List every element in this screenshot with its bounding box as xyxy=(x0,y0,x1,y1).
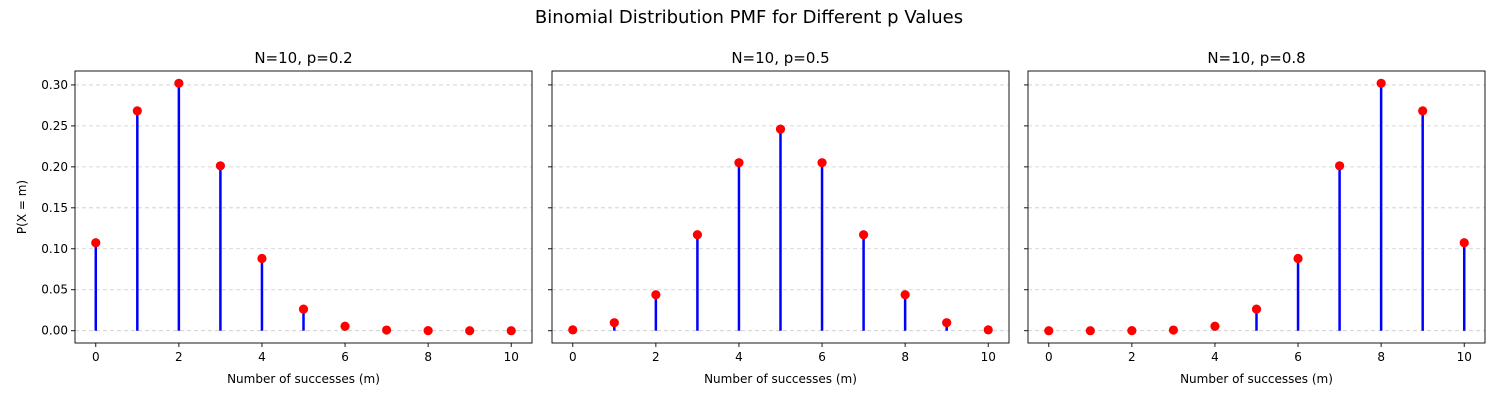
stem-marker xyxy=(423,326,433,336)
axes-frame xyxy=(1027,70,1486,344)
stem-marker xyxy=(298,304,309,314)
stem-marker xyxy=(381,325,392,335)
stem-marker xyxy=(651,290,661,300)
x-axis-label: Number of successes (m) xyxy=(704,372,857,386)
subplot-p08: 0 2 4 6 8 10 N=10, p=0.8 Number of successes (m… xyxy=(1024,49,1486,386)
x-tick-label: 0 xyxy=(1045,350,1053,364)
axes-frame xyxy=(74,70,533,344)
stem-marker xyxy=(1044,326,1054,336)
stem-marker xyxy=(1127,326,1137,336)
stem-marker xyxy=(215,161,226,171)
stem-marker xyxy=(942,318,952,328)
stem-marker xyxy=(1293,253,1303,264)
y-tick-label: 0.15 xyxy=(41,201,68,215)
x-tick-label: 0 xyxy=(569,350,577,364)
x-tick-label: 4 xyxy=(1211,350,1219,364)
subplot-title: N=10, p=0.5 xyxy=(731,49,829,67)
stem-marker xyxy=(1168,325,1179,335)
stem-marker xyxy=(506,326,516,336)
axes-frame xyxy=(551,70,1010,344)
y-axis-label: P(X = m) xyxy=(15,180,29,234)
stem-marker xyxy=(983,325,993,335)
stem-marker xyxy=(1459,238,1469,248)
x-axis-label: Number of successes (m) xyxy=(227,372,380,386)
stem-marker xyxy=(900,290,910,300)
figure-suptitle: Binomial Distribution PMF for Different … xyxy=(535,7,963,28)
stem-marker xyxy=(1210,321,1220,331)
stem-marker xyxy=(465,326,475,336)
stem-marker xyxy=(91,238,101,248)
x-tick-label: 4 xyxy=(735,350,743,364)
x-tick-label: 8 xyxy=(901,350,909,364)
stem-marker xyxy=(174,78,184,88)
x-tick-label: 2 xyxy=(175,350,183,364)
stem-marker xyxy=(1334,161,1345,171)
stem-marker xyxy=(1251,304,1262,314)
subplot-title: N=10, p=0.2 xyxy=(254,49,352,67)
subplot-p05: 0 2 4 6 8 10 N=10, p=0.5 Number of successes (m… xyxy=(548,49,1010,386)
y-tick-label: 0.20 xyxy=(41,160,68,174)
stem-marker xyxy=(132,106,142,116)
x-tick-label: 8 xyxy=(424,350,432,364)
stem-marker xyxy=(257,253,267,264)
x-axis-label: Number of successes (m) xyxy=(1180,372,1333,386)
x-tick-label: 10 xyxy=(1457,350,1472,364)
x-tick-label: 6 xyxy=(341,350,349,364)
x-tick-label: 4 xyxy=(258,350,266,364)
stem-marker xyxy=(1085,326,1095,336)
stem-marker xyxy=(609,318,619,328)
stem-marker xyxy=(692,230,703,240)
y-tick-label: 0.30 xyxy=(41,78,68,92)
y-tick-label: 0.00 xyxy=(41,324,68,338)
y-tick-label: 0.25 xyxy=(41,119,68,133)
stem-marker xyxy=(734,158,744,168)
x-tick-label: 2 xyxy=(652,350,660,364)
stem-marker xyxy=(1418,106,1428,116)
x-tick-label: 10 xyxy=(504,350,519,364)
stem-marker xyxy=(858,230,869,240)
stem-marker xyxy=(817,158,827,168)
x-tick-label: 6 xyxy=(818,350,826,364)
y-tick-label: 0.10 xyxy=(41,242,68,256)
x-tick-label: 2 xyxy=(1128,350,1136,364)
x-tick-label: 0 xyxy=(92,350,100,364)
stem-marker xyxy=(1376,78,1386,88)
subplot-p02: 0 2 4 6 8 10 0.00 0.05 0.10 0.15 0.20 0.25 0.30 N=10,… xyxy=(15,49,533,386)
stem-marker xyxy=(340,321,350,331)
subplot-title: N=10, p=0.8 xyxy=(1207,49,1305,67)
stem-marker xyxy=(568,325,578,335)
x-tick-label: 6 xyxy=(1294,350,1302,364)
x-tick-label: 10 xyxy=(981,350,996,364)
stem-marker xyxy=(775,124,786,134)
x-tick-label: 8 xyxy=(1377,350,1385,364)
y-tick-label: 0.05 xyxy=(41,283,68,297)
